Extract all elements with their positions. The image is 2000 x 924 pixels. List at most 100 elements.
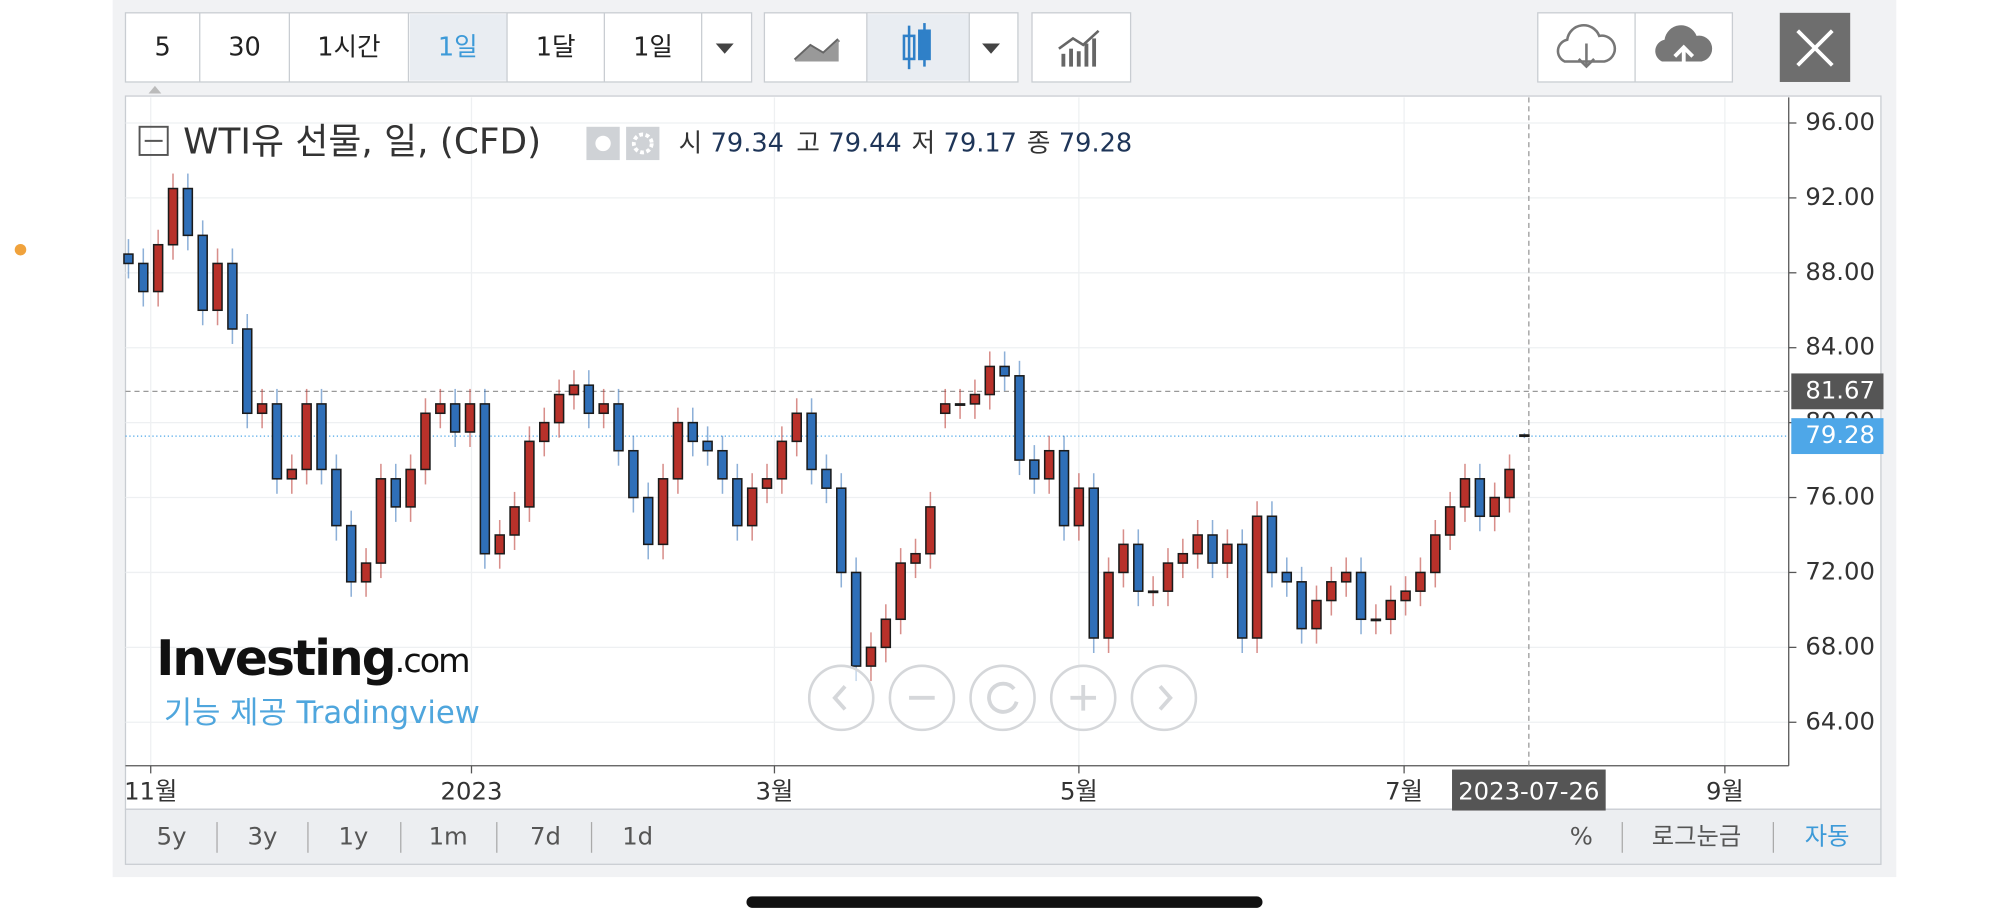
candle-body	[880, 618, 892, 649]
interval-active-bg	[409, 14, 508, 81]
interval-button[interactable]: 1일	[633, 33, 673, 63]
home-indicator	[746, 896, 1263, 908]
download-arrow	[1577, 43, 1596, 69]
bottom-bar	[124, 808, 1882, 865]
y-tick-label: 92.00	[1805, 182, 1875, 211]
scale-option[interactable]: 자동	[1805, 821, 1850, 850]
range-button[interactable]: 5y	[157, 821, 187, 850]
candle-body	[1103, 571, 1114, 639]
candle-body	[776, 440, 788, 480]
brand: Investing.com	[156, 631, 468, 687]
range-button[interactable]: 7d	[530, 821, 561, 850]
candle-icon[interactable]	[902, 23, 931, 70]
dropdown-arrow[interactable]	[982, 43, 1000, 54]
interval-button[interactable]: 1시간	[317, 33, 380, 63]
nav-icons	[832, 681, 1173, 714]
last-price: 79.28	[1805, 420, 1875, 449]
candle-body	[672, 421, 684, 480]
y-tick-label: 96.00	[1805, 107, 1875, 136]
candle-body	[1430, 534, 1441, 574]
settings-icon[interactable]	[626, 126, 660, 161]
candle-body	[524, 440, 535, 508]
candle-body	[1251, 515, 1263, 639]
cloud-download[interactable]	[1556, 24, 1617, 63]
candle-body	[1043, 449, 1055, 480]
upload-arrow	[1673, 44, 1695, 67]
chart-header: WTI유 선물, 일, (CFD)	[138, 121, 660, 162]
interval-button[interactable]: 1일	[438, 33, 478, 63]
candle-body	[227, 262, 238, 330]
y-tick-label: 84.00	[1805, 332, 1875, 361]
candle-body	[242, 328, 253, 415]
candle-body	[1014, 375, 1025, 461]
candle-body	[345, 524, 357, 583]
candle-body	[1296, 581, 1307, 630]
candle-body	[123, 253, 134, 265]
collapse-icon[interactable]	[138, 125, 169, 156]
range-button[interactable]: 1d	[622, 821, 653, 850]
reset[interactable]	[969, 664, 1036, 732]
cloud-upload[interactable]	[1655, 25, 1713, 62]
interval-button[interactable]: 5	[154, 33, 170, 63]
candle-body	[286, 468, 298, 480]
candle-body	[479, 403, 491, 555]
x-tick-label: 2023	[441, 777, 503, 806]
indicator-icon	[1061, 38, 1097, 67]
range-button[interactable]: 1m	[429, 821, 468, 850]
y-tick-label: 68.00	[1805, 631, 1875, 660]
x-tick-label: 7월	[1385, 777, 1423, 806]
range-button[interactable]: 1y	[338, 821, 368, 850]
candle-body	[628, 449, 639, 499]
candle-body	[1444, 506, 1456, 536]
toolbar: 5 30 1시간 1일 1달 1일	[124, 12, 1851, 94]
interval-button[interactable]: 1달	[536, 33, 576, 63]
candle-body	[761, 478, 773, 489]
candle-body	[999, 365, 1010, 377]
y-tick-label: 72.00	[1805, 556, 1875, 585]
ohlc-value: 79.34	[711, 129, 784, 159]
candle-body	[687, 421, 699, 443]
crosshair-price: 81.67	[1805, 375, 1875, 404]
ohlc-label: 종	[1027, 129, 1051, 159]
eye-pupil	[595, 135, 611, 152]
candle-body	[1415, 571, 1426, 592]
indicator-button[interactable]	[1031, 12, 1132, 83]
scale-option[interactable]: 로그눈금	[1652, 821, 1741, 850]
scale-option[interactable]: %	[1570, 821, 1593, 850]
candle-body	[895, 562, 906, 621]
range-button[interactable]: 3y	[248, 821, 278, 850]
candle-body	[1029, 459, 1040, 480]
candle-body	[1400, 590, 1411, 602]
plot: 64.0068.0072.0076.0080.0084.0088.0092.00…	[123, 97, 1884, 811]
dropdown-arrow[interactable]	[715, 43, 734, 54]
ohlc-value: 79.17	[944, 129, 1017, 159]
candle-body	[865, 646, 877, 667]
scroll-left[interactable]	[807, 664, 875, 732]
status-dot	[14, 243, 27, 256]
x-tick-label: 11월	[124, 777, 177, 806]
candle-body	[1504, 468, 1515, 499]
candle-body	[494, 534, 505, 555]
scroll-right[interactable]	[1130, 664, 1198, 732]
candle-body	[791, 412, 802, 443]
candle-body	[702, 440, 713, 452]
candle-body	[583, 384, 595, 415]
candle-body	[717, 449, 728, 480]
interval-button[interactable]: 30	[228, 33, 261, 63]
candle-body	[1370, 618, 1382, 622]
candle-body	[1162, 562, 1174, 592]
candle-body	[152, 243, 164, 293]
candle-body	[642, 496, 654, 546]
collapse-tab[interactable]	[148, 85, 162, 94]
candle-body	[598, 403, 609, 415]
gear	[631, 132, 654, 155]
candle-body	[1459, 478, 1471, 508]
candle-body	[197, 234, 208, 312]
ohlc-value: 79.44	[828, 129, 901, 159]
y-tick-label: 88.00	[1805, 257, 1875, 286]
candle-body	[1222, 543, 1233, 564]
x-tick-label: 9월	[1706, 777, 1744, 806]
ohlc-value: 79.28	[1059, 129, 1132, 159]
x-tick-label: 5월	[1060, 777, 1098, 806]
y-tick-label: 64.00	[1805, 706, 1875, 735]
